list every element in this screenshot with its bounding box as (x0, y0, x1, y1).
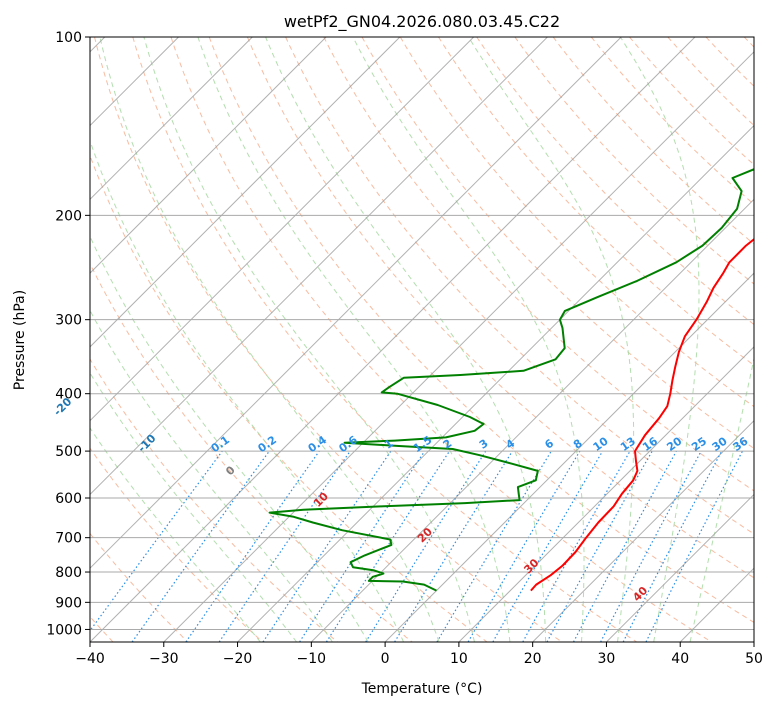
y-tick-label: 1000 (46, 622, 82, 638)
x-tick-label: 50 (745, 651, 763, 667)
chart-title: wetPf2_GN04.2026.080.03.45.C22 (284, 12, 560, 32)
y-tick-label: 700 (55, 531, 82, 547)
mixing-ratio-line (131, 450, 270, 642)
x-tick-label: 40 (671, 651, 689, 667)
temperature-profile (530, 238, 754, 592)
x-tick-label: 20 (524, 651, 542, 667)
isotherm (532, 419, 754, 642)
isotherm (237, 124, 754, 642)
y-tick-label: 900 (55, 595, 82, 611)
x-axis-label: Temperature (°C) (361, 681, 483, 697)
isotherm (90, 37, 548, 496)
mixing-ratio-line (185, 450, 320, 642)
y-tick-label: 500 (55, 444, 82, 460)
isotherm (90, 37, 696, 642)
dry-adiabat (438, 37, 754, 366)
mixing-ratio-line (572, 450, 677, 642)
mixing-ratio-line (90, 450, 223, 632)
moist-adiabat (265, 37, 547, 642)
isotherm (90, 37, 475, 422)
moist-adiabat (90, 427, 261, 642)
x-tick-label: −30 (149, 651, 179, 667)
dry-adiabat (94, 37, 563, 642)
profile-series (268, 168, 754, 592)
dry-adiabat (361, 37, 754, 450)
x-tick-label: −20 (223, 651, 253, 667)
isotherm (90, 37, 622, 569)
dry-adiabat (90, 358, 338, 642)
mixing-ratio-line (546, 450, 653, 642)
x-tick-label: 0 (381, 651, 390, 667)
mixing-ratio-line (522, 450, 631, 642)
dewpoint-profile (268, 168, 754, 592)
x-axis: −40 −30 −20 −10 0 10 20 30 40 50 (75, 642, 763, 667)
isotherm (90, 37, 401, 348)
y-tick-label: 200 (55, 208, 82, 224)
isotherm (458, 346, 754, 642)
moist-adiabat (90, 371, 297, 642)
pressure-grid (90, 37, 754, 630)
dry-adiabat (246, 37, 754, 579)
moist-adiabat (99, 37, 440, 642)
mixing-ratio-line (394, 450, 513, 642)
plot-frame (89, 36, 755, 643)
isotherm (384, 272, 754, 642)
moist-adiabat (619, 37, 700, 642)
y-tick-label: 300 (55, 313, 82, 329)
y-axis: 100 200 300 400 500 600 700 800 900 1000 (46, 30, 90, 638)
moist-adiabat (143, 37, 475, 642)
dry-adiabat (90, 154, 488, 642)
x-tick-label: −10 (297, 651, 327, 667)
moist-adiabat (90, 139, 405, 642)
x-tick-label: −40 (75, 651, 105, 667)
mixing-ratio-line (325, 450, 450, 642)
background-lines (90, 37, 754, 642)
dry-adiabat (208, 37, 754, 624)
dry-adiabat (90, 447, 263, 642)
y-tick-label: 600 (55, 491, 82, 507)
dry-adiabat (399, 37, 754, 408)
isotherm (163, 51, 754, 642)
y-axis-label: Pressure (hPa) (12, 290, 28, 390)
y-tick-label: 800 (55, 565, 82, 581)
mixing-ratio-line (645, 450, 744, 642)
mixing-ratio-line (262, 450, 392, 642)
moist-adiabat (90, 235, 369, 642)
isotherm (90, 37, 253, 201)
isotherm (310, 198, 754, 642)
dry-adiabat (323, 37, 754, 492)
dry-adiabat (170, 37, 712, 642)
x-tick-label: 10 (450, 651, 468, 667)
moist-adiabat (352, 37, 585, 642)
y-tick-label: 100 (55, 30, 82, 46)
x-tick-label: 30 (598, 651, 616, 667)
isotherm (90, 37, 327, 274)
isotherm (606, 493, 754, 642)
mixing-ratio-line (218, 450, 351, 642)
mixing-ratio-line (299, 450, 426, 642)
y-tick-label: 400 (55, 387, 82, 403)
